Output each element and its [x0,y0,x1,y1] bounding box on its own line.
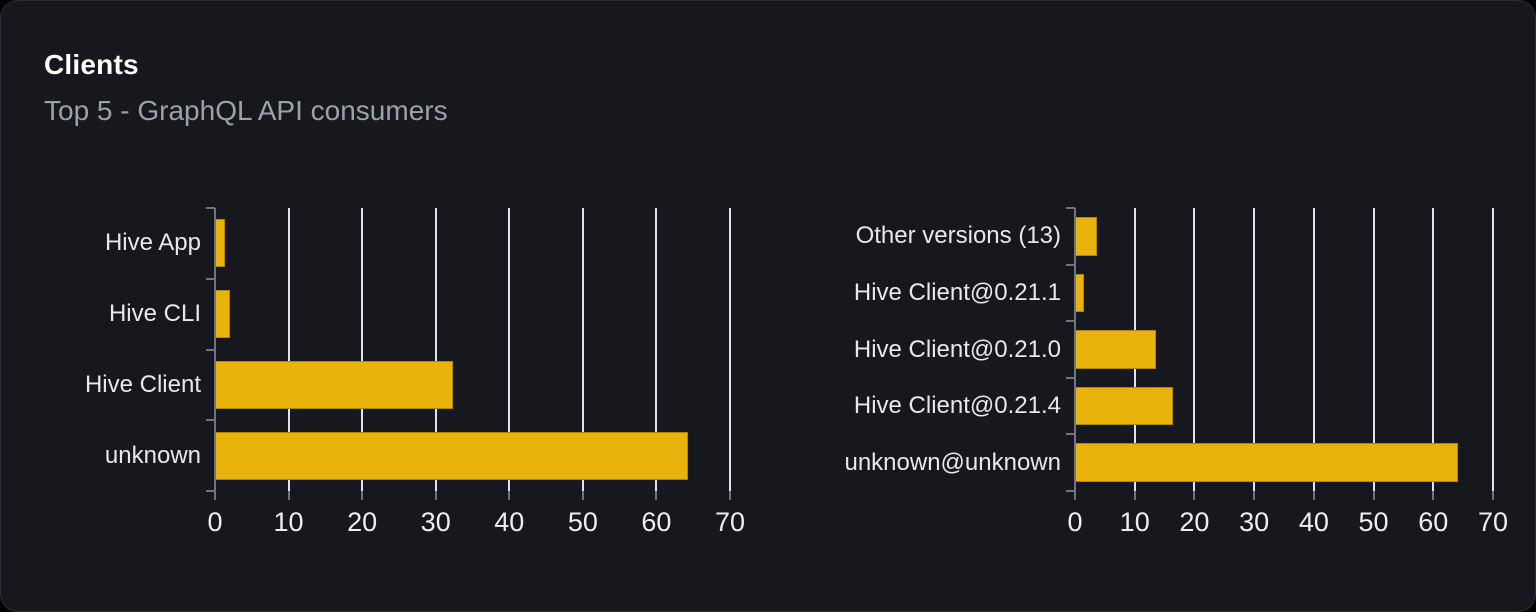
gridline [434,208,437,491]
gridline [508,208,511,491]
x-axis-label: 50 [1358,507,1389,537]
x-axis-tick [287,491,290,500]
x-axis-label: 30 [420,507,451,537]
bar-hive-app[interactable] [215,219,226,268]
x-axis-label: 60 [641,507,672,537]
category-label: unknown [104,441,201,469]
x-axis-tick [214,491,216,500]
y-axis-tick [206,490,215,492]
plot-area: 0 10 20 30 40 50 60 70 Other versions (13) Hive C… [844,207,1508,537]
y-axis-tick [1066,377,1075,379]
x-axis-label: 0 [207,507,223,537]
category-label: Hive Client@0.21.0 [853,335,1061,363]
y-axis-tick [206,207,215,209]
bar-unknown[interactable] [215,431,689,480]
x-axis-label: 20 [1179,507,1210,537]
gridline [1253,208,1256,491]
y-axis-line [1074,208,1076,500]
x-axis-tick [1193,491,1196,500]
x-axis-label: 40 [494,507,525,537]
category-label: Hive Client@0.21.4 [853,392,1061,420]
gridline [287,208,290,491]
x-axis-label: 20 [347,507,378,537]
bar-other-versions-13[interactable] [1075,217,1098,256]
y-axis-tick [1066,264,1075,266]
bar-unknown-unknown[interactable] [1075,443,1459,482]
y-axis-tick [206,349,215,351]
gridline [361,208,364,491]
x-axis-label: 70 [714,507,746,537]
category-label: Hive Client [84,370,201,398]
category-label: Other versions (13) [855,222,1061,250]
y-axis-tick [1066,490,1075,492]
x-axis-label: 10 [273,507,304,537]
x-axis-tick [1492,491,1494,500]
gridline [1312,208,1315,491]
x-axis-tick [434,491,437,500]
x-axis-label: 0 [1067,507,1083,537]
x-axis-label: 60 [1418,507,1449,537]
category-label: Hive App [104,229,201,257]
gridline [729,208,731,491]
x-axis-label: 40 [1298,507,1329,537]
bar-hive-client-0-21-1[interactable] [1075,273,1084,313]
x-axis-label: 10 [1119,507,1150,537]
category-label: Hive Client@0.21.1 [853,278,1061,306]
plot-area: 0 10 20 30 40 50 60 70 Hive App Hive CLI Hive Clie… [85,207,745,537]
card-subtitle: Top 5 - GraphQL API consumers [44,95,448,126]
y-axis-tick [206,419,215,421]
category-label: Hive CLI [108,300,201,328]
bar-hive-client[interactable] [215,360,453,409]
x-axis-tick [729,491,731,500]
y-axis-tick [1066,433,1075,435]
x-axis-tick [581,491,584,500]
bar-hive-client-0-21-0[interactable] [1075,330,1157,369]
card-title: Clients [44,49,139,80]
x-axis-tick [1133,491,1136,500]
x-axis-label: 30 [1239,507,1270,537]
y-axis-tick [206,278,215,280]
gridline [1432,208,1435,491]
x-axis-tick [1074,491,1076,500]
gridline [1193,208,1196,491]
bar-hive-client-0-21-4[interactable] [1075,386,1173,426]
y-axis-line [214,208,216,500]
gridline [655,208,658,491]
x-axis-tick [508,491,511,500]
x-axis-tick [1312,491,1315,500]
y-axis-tick [1066,320,1075,322]
x-axis-tick [1432,491,1435,500]
x-axis-tick [1253,491,1256,500]
bar-hive-cli[interactable] [215,290,231,339]
gridline [1372,208,1375,491]
y-axis-tick [1066,207,1075,209]
x-axis-tick [1372,491,1375,500]
x-axis-tick [361,491,364,500]
gridline [1492,208,1494,491]
x-axis-label: 70 [1477,507,1509,537]
gridline [581,208,584,491]
x-axis-label: 50 [567,507,598,537]
x-axis-tick [655,491,658,500]
category-label: unknown@unknown [844,448,1061,476]
